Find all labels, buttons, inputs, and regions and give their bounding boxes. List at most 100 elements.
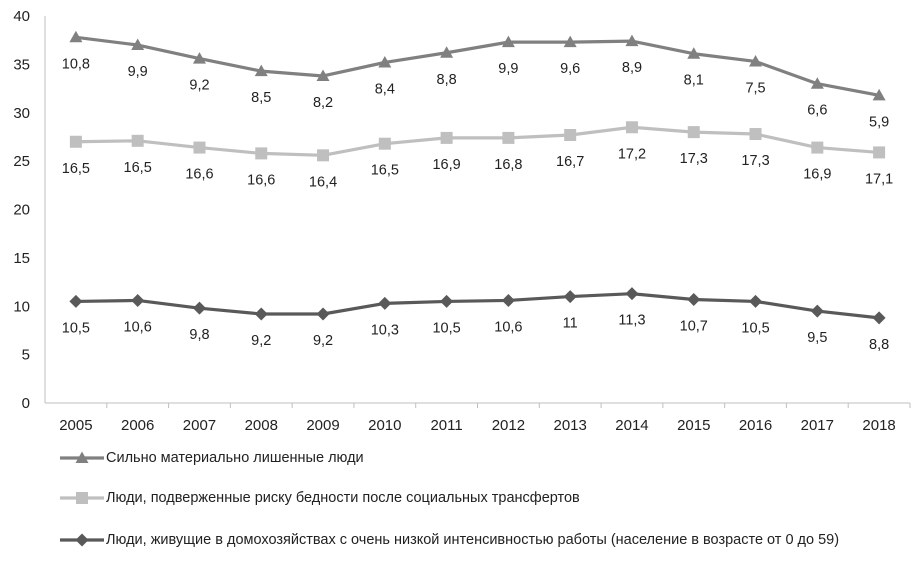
data-point: [501, 293, 515, 307]
legend-label: Сильно материально лишенные люди: [106, 450, 364, 466]
x-tick-label: 2014: [615, 417, 648, 434]
data-point: [440, 294, 454, 308]
data-label: 9,2: [251, 333, 271, 349]
x-tick-label: 2013: [553, 417, 586, 434]
legend-item-3: Люди, живущие в домохозяйствах с очень н…: [60, 530, 839, 550]
data-point: [254, 64, 268, 77]
series-line: [75, 125, 880, 157]
data-point: [193, 141, 206, 154]
data-point: [131, 293, 145, 307]
data-point: [378, 296, 392, 310]
data-point: [872, 88, 886, 101]
data-label: 8,4: [375, 81, 395, 97]
data-label: 7,5: [745, 80, 765, 96]
data-point: [872, 311, 886, 325]
data-point: [502, 131, 515, 144]
data-label: 9,2: [189, 78, 209, 94]
data-point: [131, 134, 144, 147]
x-tick-label: 2012: [492, 417, 525, 434]
legend-key: [60, 451, 104, 463]
data-point: [687, 292, 701, 306]
data-label: 16,9: [803, 167, 831, 183]
data-point: [749, 54, 763, 67]
x-tick-label: 2011: [430, 417, 462, 434]
data-label: 9,9: [498, 61, 518, 77]
x-tick-label: 2016: [739, 417, 772, 434]
legend-key-marker: [76, 492, 88, 504]
data-point: [440, 46, 454, 58]
data-point: [254, 307, 268, 321]
series-layer: 10,8 9,9 9,2 8,5 8,2 8,4 8,8 9,9 9,6 8,9 8,1 7,5 6,6…: [62, 30, 893, 353]
data-label: 16,5: [62, 161, 90, 177]
data-label: 9,2: [313, 333, 333, 349]
data-label: 8,8: [869, 337, 889, 353]
data-label: 5,9: [869, 114, 889, 130]
data-label: 10,5: [432, 320, 460, 336]
data-label: 11,3: [618, 313, 645, 329]
legend-key: [60, 533, 104, 547]
data-point: [810, 77, 824, 89]
data-label: 8,1: [684, 73, 704, 89]
data-label: 16,8: [494, 157, 522, 173]
x-tick-label: 2015: [677, 417, 710, 434]
legend-key: [60, 492, 104, 504]
data-point: [192, 301, 206, 315]
data-label: 17,3: [741, 153, 769, 169]
data-point: [749, 294, 763, 308]
x-tick-label: 2006: [121, 417, 154, 434]
y-tick-label: 30: [13, 105, 30, 122]
data-point: [625, 287, 639, 301]
y-tick-label: 20: [13, 202, 30, 219]
data-label: 8,5: [251, 90, 271, 106]
data-label: 16,6: [247, 172, 275, 188]
data-point: [316, 307, 330, 321]
x-tick-label: 2007: [183, 417, 216, 434]
x-tick-label: 2008: [245, 417, 278, 434]
data-label: 16,6: [185, 167, 213, 183]
line-chart: 0 5 10 15 20 25 30 35 40 2005 2006 2007 2008 2009 2010…: [13, 8, 911, 434]
data-point: [69, 135, 82, 148]
data-point: [687, 126, 700, 139]
data-label: 11: [563, 316, 578, 332]
legend-item-1: Сильно материально лишенные люди: [60, 448, 364, 468]
data-label: 10,7: [680, 318, 708, 334]
data-label: 16,5: [371, 163, 399, 179]
data-point: [131, 38, 145, 51]
data-point: [317, 149, 330, 162]
x-tick-label: 2005: [59, 417, 92, 434]
data-label: 10,8: [62, 56, 90, 72]
legend-key-marker: [75, 451, 89, 463]
data-label: 17,2: [618, 146, 646, 162]
data-label: 16,9: [432, 157, 460, 173]
data-label: 9,9: [128, 64, 148, 80]
x-tick-label: 2009: [306, 417, 339, 434]
legend-label: Люди, живущие в домохозяйствах с очень н…: [106, 532, 840, 548]
y-tick-label: 0: [22, 395, 30, 412]
data-label: 9,8: [189, 327, 209, 343]
data-label: 16,7: [556, 154, 584, 170]
data-label: 9,6: [560, 61, 580, 77]
data-label: 16,4: [309, 174, 337, 190]
data-label: 10,3: [371, 322, 399, 338]
data-label: 6,6: [807, 103, 827, 119]
series-3: 10,5 10,6 9,8 9,2 9,2 10,3 10,5 10,6 11 11,3 10,7 1…: [62, 287, 889, 353]
y-tick-label: 10: [13, 298, 30, 315]
data-point: [625, 34, 639, 47]
data-point: [563, 35, 577, 48]
data-point: [563, 290, 577, 304]
data-point: [378, 55, 392, 68]
data-point: [811, 141, 824, 154]
data-point: [687, 47, 701, 59]
series-line: [75, 35, 880, 97]
data-point: [873, 146, 886, 159]
legend-label: Люди, подверженные риску бедности после …: [106, 490, 580, 506]
y-tick-label: 15: [13, 250, 30, 267]
data-point: [316, 69, 330, 81]
data-point: [749, 128, 762, 141]
data-label: 9,5: [807, 330, 827, 346]
data-point: [440, 131, 453, 144]
data-label: 8,2: [313, 95, 333, 111]
data-label: 17,1: [865, 171, 893, 187]
data-point: [378, 137, 391, 150]
y-tick-label: 25: [13, 153, 30, 170]
